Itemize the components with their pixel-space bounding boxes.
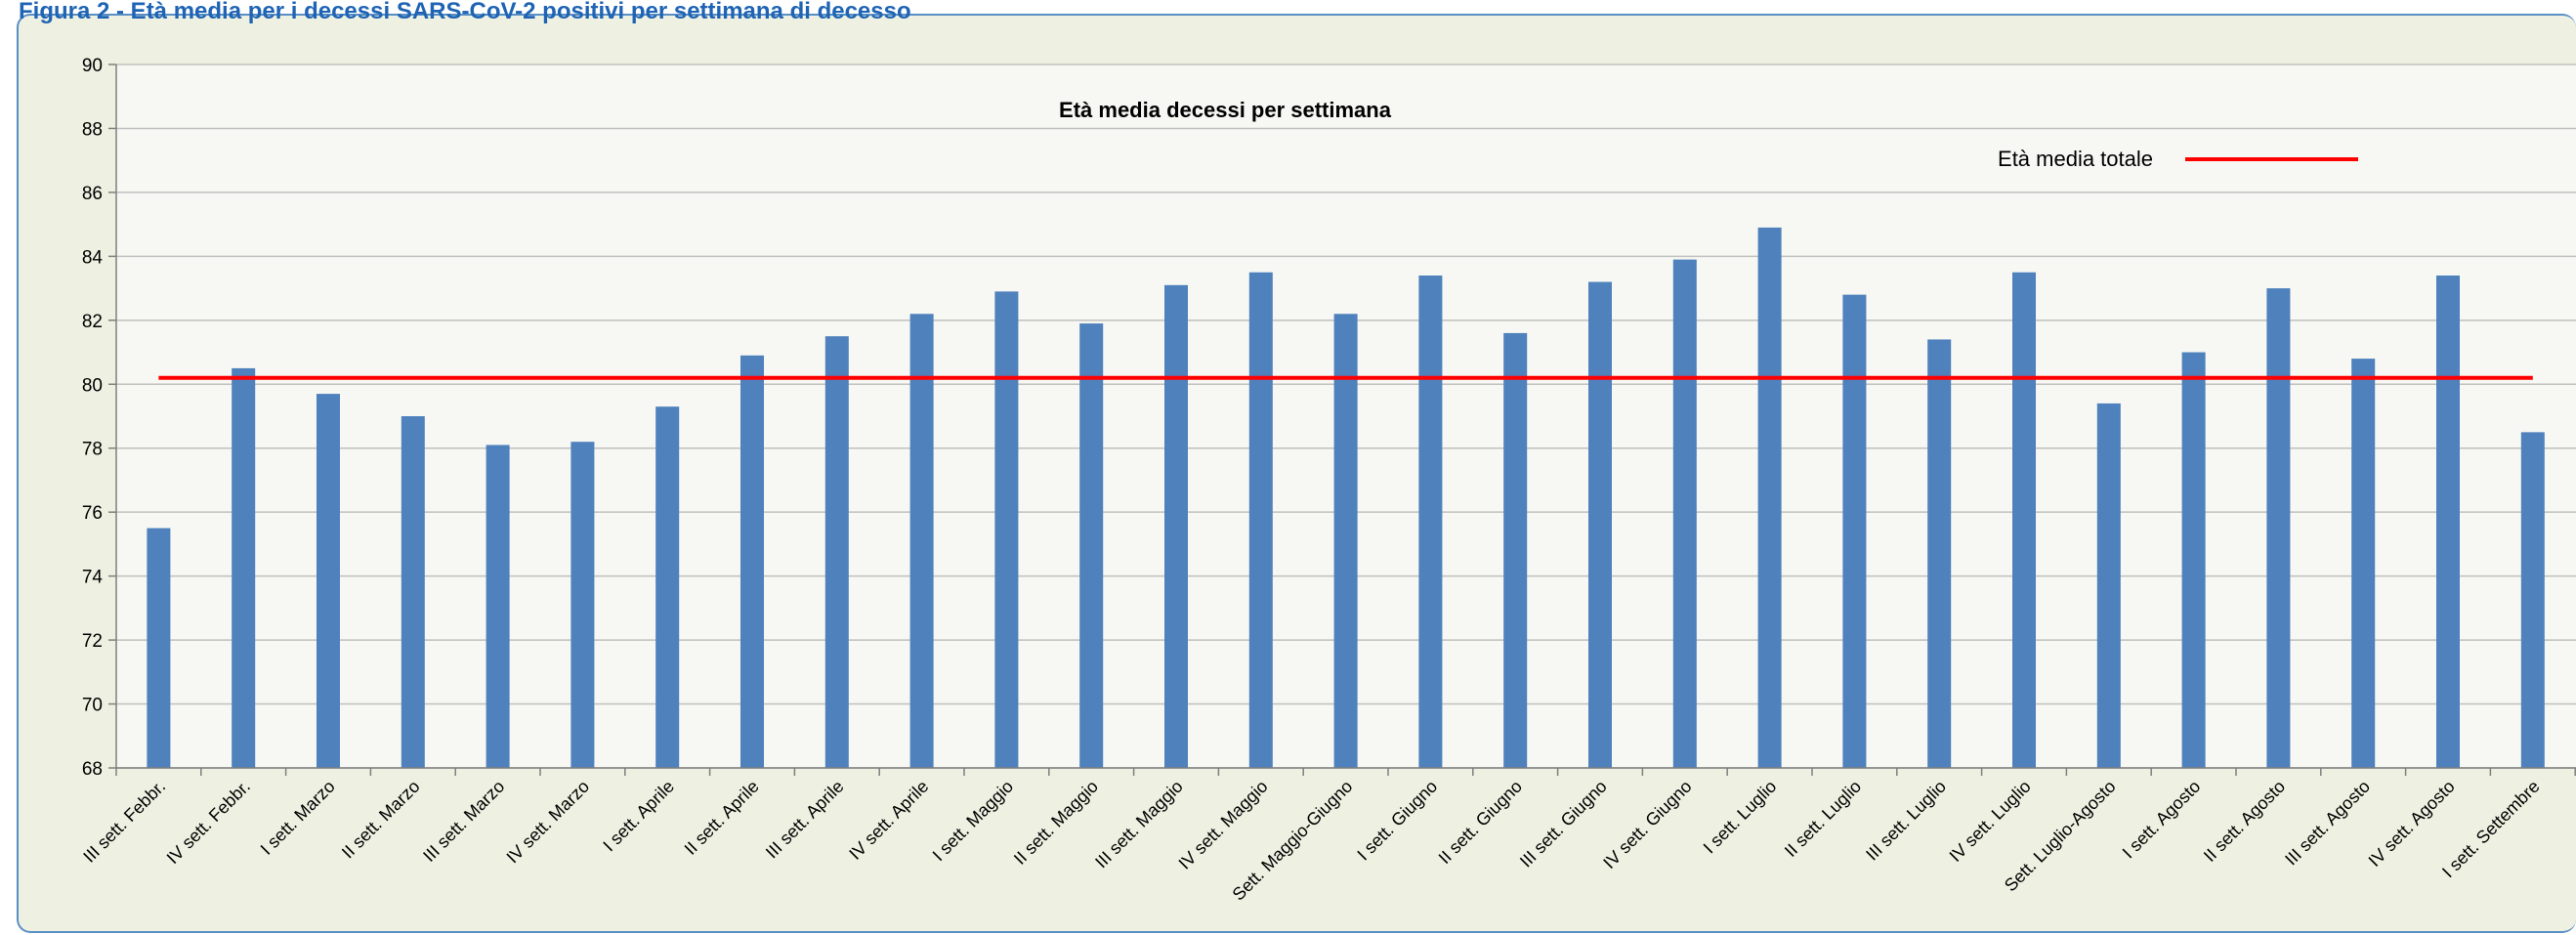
bar <box>317 394 340 768</box>
y-tick-label: 68 <box>82 759 103 780</box>
bar <box>2266 288 2291 768</box>
y-tick-label: 82 <box>82 312 103 332</box>
x-tick-label: II sett. Maggio <box>1010 777 1102 869</box>
bar <box>2520 432 2545 768</box>
bar <box>1672 259 1697 768</box>
y-tick-label: 84 <box>82 247 104 268</box>
y-axis: 68 70 72 74 76 78 80 82 84 86 88 90 <box>82 56 117 780</box>
x-tick-label: III sett. Luglio <box>1862 777 1950 865</box>
x-tick-label: IV sett. Luglio <box>1946 777 2035 866</box>
y-tick-label: 70 <box>82 696 103 716</box>
bar <box>1333 314 1358 768</box>
bar <box>1164 284 1188 768</box>
y-tick-label: 78 <box>82 440 103 460</box>
bar <box>1503 332 1528 768</box>
bar <box>655 406 680 768</box>
x-tick-label: IV sett. Febbr. <box>163 777 254 868</box>
bar <box>486 445 510 768</box>
x-tick-label: IV sett. Giugno <box>1599 777 1695 872</box>
x-tick-label: I sett. Luglio <box>1700 777 1781 858</box>
x-tick-label: I sett. Agosto <box>2119 777 2205 863</box>
bar <box>994 291 1019 768</box>
bar <box>1757 227 1782 769</box>
x-tick-label: IV sett. Maggio <box>1175 777 1272 873</box>
y-tick-label: 74 <box>82 568 104 588</box>
bar <box>2181 352 2206 768</box>
legend-label: Età media totale <box>1998 147 2153 171</box>
x-axis-labels: III sett. Febbr.IV sett. Febbr. I sett. M… <box>79 777 2543 905</box>
x-tick-label: I sett. Aprile <box>599 777 678 856</box>
x-tick-label: III sett. Aprile <box>762 777 848 863</box>
bars <box>147 227 2545 769</box>
chart: 68 70 72 74 76 78 80 82 84 86 88 90 III sett. Febbr… <box>79 56 2576 905</box>
bar <box>147 528 171 768</box>
x-tick-label: II sett. Marzo <box>338 777 424 863</box>
x-tick-label: IV sett. Agosto <box>2365 777 2459 871</box>
x-tick-label: I sett. Giugno <box>1353 777 1441 865</box>
bar <box>2012 272 2036 768</box>
bar <box>740 355 764 768</box>
bar <box>2096 403 2121 768</box>
chart-title: Età media decessi per settimana <box>1059 98 1392 122</box>
x-tick-label: II sett. Aprile <box>681 777 763 859</box>
x-tick-label: I sett. Maggio <box>929 777 1018 866</box>
y-tick-label: 88 <box>82 119 103 140</box>
x-tick-label: II sett. Giugno <box>1435 777 1526 868</box>
x-tick-label: IV sett. Marzo <box>503 777 594 868</box>
y-tick-label: 76 <box>82 503 103 524</box>
x-tick-label: IV sett. Aprile <box>845 777 932 864</box>
bar <box>1842 294 1867 768</box>
x-tick-label: III sett. Agosto <box>2281 777 2374 870</box>
bar <box>909 314 934 768</box>
y-tick-label: 90 <box>82 56 103 76</box>
x-axis <box>115 767 2576 776</box>
x-tick-label: III sett. Febbr. <box>79 777 169 867</box>
chart-frame: Figura 2 - Età media per i decessi SARS-… <box>17 0 2576 933</box>
x-tick-label: I sett. Marzo <box>257 777 339 859</box>
bar <box>570 442 595 768</box>
figure-caption: Figura 2 - Età media per i decessi SARS-… <box>19 0 911 24</box>
bar <box>1079 323 1104 768</box>
bar <box>401 416 425 768</box>
x-tick-label: III sett. Marzo <box>419 777 508 866</box>
bar <box>1927 339 1952 768</box>
y-tick-label: 80 <box>82 375 103 396</box>
bar <box>2351 359 2376 768</box>
bar <box>1248 272 1273 768</box>
bar <box>1418 276 1443 768</box>
x-tick-label: III sett. Maggio <box>1091 777 1187 872</box>
x-tick-label: II sett. Agosto <box>2200 777 2289 866</box>
bar <box>2436 276 2460 768</box>
y-tick-label: 86 <box>82 184 103 204</box>
x-tick-label: III sett. Giugno <box>1516 777 1611 871</box>
bar <box>232 367 256 768</box>
x-tick-label: II sett. Luglio <box>1781 777 1865 861</box>
bar <box>824 336 849 768</box>
y-tick-label: 72 <box>82 631 103 652</box>
bar <box>1588 281 1612 768</box>
